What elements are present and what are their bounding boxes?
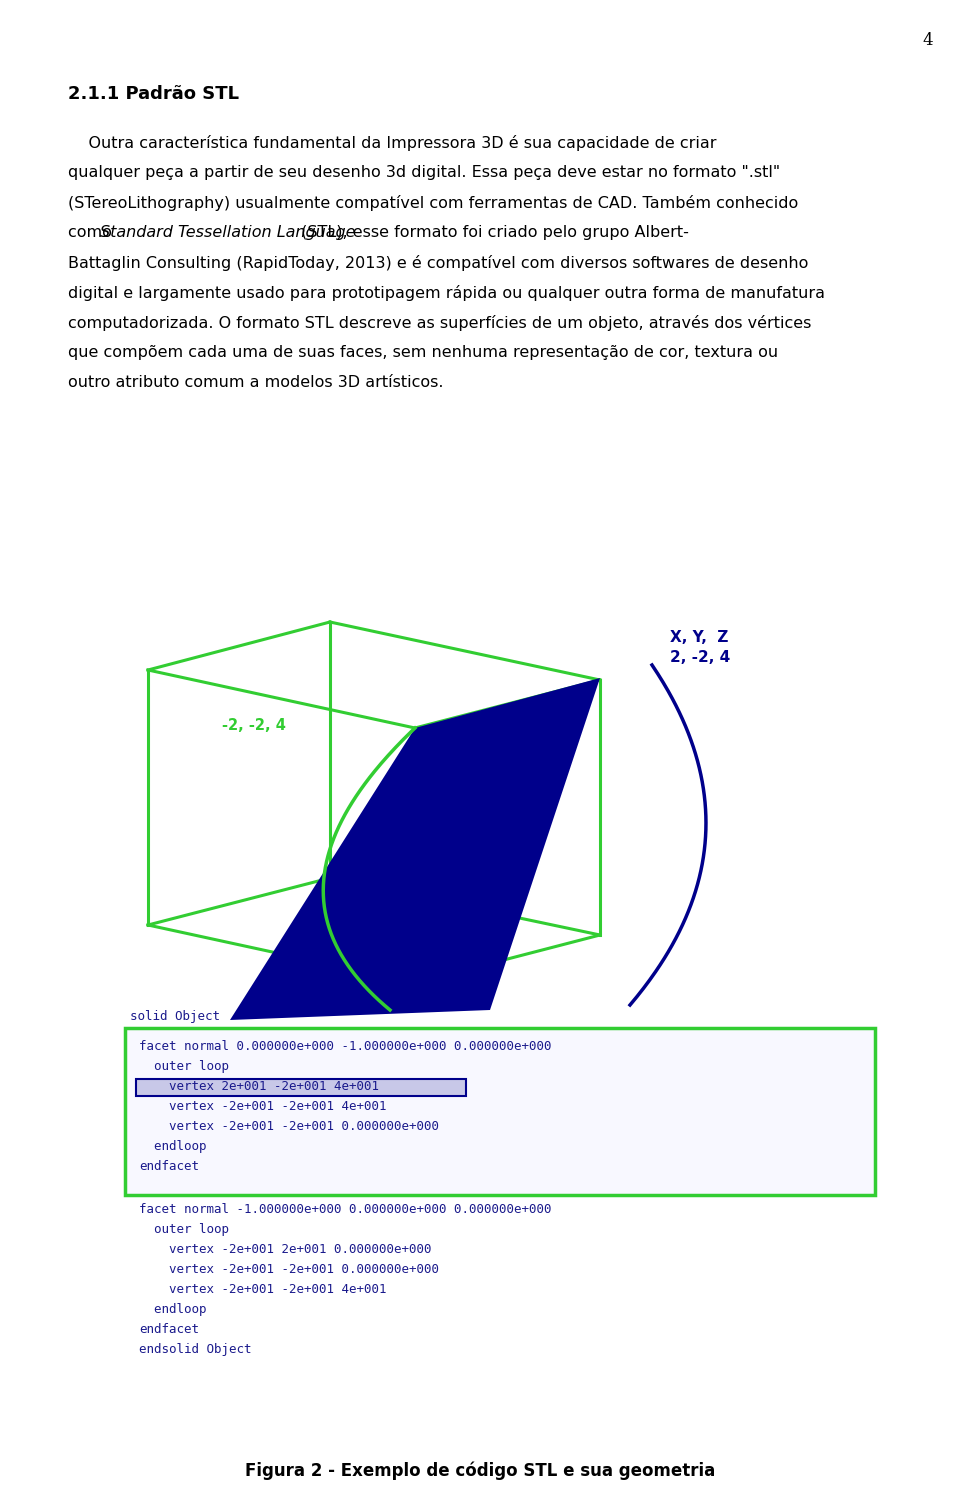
Text: endloop: endloop: [139, 1141, 206, 1152]
Text: vertex -2e+001 2e+001 0.000000e+000: vertex -2e+001 2e+001 0.000000e+000: [139, 1243, 431, 1257]
Text: endsolid Object: endsolid Object: [139, 1343, 252, 1356]
Text: endloop: endloop: [139, 1303, 206, 1316]
Text: (STL), esse formato foi criado pelo grupo Albert-: (STL), esse formato foi criado pelo grup…: [296, 225, 688, 239]
Text: que compõem cada uma de suas faces, sem nenhuma representação de cor, textura ou: que compõem cada uma de suas faces, sem …: [68, 345, 779, 360]
Text: -2, -2, 4: -2, -2, 4: [222, 718, 286, 733]
Text: endfacet: endfacet: [139, 1323, 199, 1335]
Text: outro atributo comum a modelos 3D artísticos.: outro atributo comum a modelos 3D artíst…: [68, 375, 444, 390]
Bar: [125, 1028, 875, 1196]
Text: vertex -2e+001 -2e+001 4e+001: vertex -2e+001 -2e+001 4e+001: [139, 1283, 387, 1297]
Text: solid Object: solid Object: [130, 1010, 220, 1023]
Bar: [136, 1080, 466, 1096]
Text: 2, -2, 4: 2, -2, 4: [670, 650, 731, 665]
Text: facet normal 0.000000e+000 -1.000000e+000 0.000000e+000: facet normal 0.000000e+000 -1.000000e+00…: [139, 1039, 551, 1053]
Text: vertex -2e+001 -2e+001 0.000000e+000: vertex -2e+001 -2e+001 0.000000e+000: [139, 1120, 439, 1133]
Text: X, Y,  Z: X, Y, Z: [670, 630, 729, 645]
Text: face 1: face 1: [430, 807, 496, 827]
Polygon shape: [230, 678, 600, 1020]
Text: Battaglin Consulting (RapidToday, 2013) e é compatível com diversos softwares de: Battaglin Consulting (RapidToday, 2013) …: [68, 254, 808, 271]
Text: 2.1.1 Padrão STL: 2.1.1 Padrão STL: [68, 85, 239, 103]
Text: computadorizada. O formato STL descreve as superfícies de um objeto, através dos: computadorizada. O formato STL descreve …: [68, 315, 811, 332]
Text: (STereoLithography) usualmente compatível com ferramentas de CAD. Também conheci: (STereoLithography) usualmente compatíve…: [68, 195, 799, 211]
Text: como: como: [68, 225, 117, 239]
Text: -2, -2, 0: -2, -2, 0: [405, 975, 469, 990]
Text: 4: 4: [923, 33, 933, 49]
Text: Standard Tessellation Language: Standard Tessellation Language: [101, 225, 356, 239]
Text: digital e largamente usado para prototipagem rápida ou qualquer outra forma de m: digital e largamente usado para prototip…: [68, 286, 825, 300]
Text: vertex -2e+001 -2e+001 0.000000e+000: vertex -2e+001 -2e+001 0.000000e+000: [139, 1262, 439, 1276]
Text: vertex -2e+001 -2e+001 4e+001: vertex -2e+001 -2e+001 4e+001: [139, 1100, 387, 1112]
Text: endfacet: endfacet: [139, 1160, 199, 1173]
Text: vertex 2e+001 -2e+001 4e+001: vertex 2e+001 -2e+001 4e+001: [139, 1080, 379, 1093]
Text: outer loop: outer loop: [139, 1222, 229, 1236]
Text: outer loop: outer loop: [139, 1060, 229, 1074]
Text: Outra característica fundamental da Impressora 3D é sua capacidade de criar: Outra característica fundamental da Impr…: [68, 135, 716, 152]
Text: facet normal -1.000000e+000 0.000000e+000 0.000000e+000: facet normal -1.000000e+000 0.000000e+00…: [139, 1203, 551, 1216]
Text: qualquer peça a partir de seu desenho 3d digital. Essa peça deve estar no format: qualquer peça a partir de seu desenho 3d…: [68, 165, 780, 180]
Text: Figura 2 - Exemplo de código STL e sua geometria: Figura 2 - Exemplo de código STL e sua g…: [245, 1462, 715, 1481]
